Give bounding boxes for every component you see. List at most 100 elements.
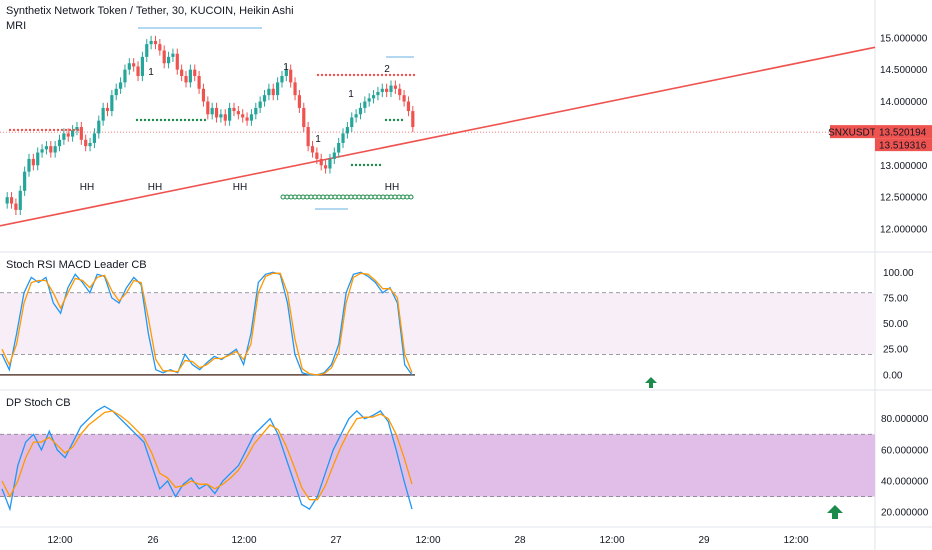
candle-body	[97, 120, 101, 134]
support-dots	[171, 118, 175, 122]
candle-body	[315, 152, 319, 159]
ring-dots	[328, 194, 334, 200]
ring-dots	[360, 194, 366, 200]
candle-body	[184, 76, 188, 83]
candle-body	[188, 69, 192, 83]
support-dots	[191, 118, 195, 122]
candle-body	[62, 133, 66, 140]
candle-body	[402, 95, 406, 102]
ring-dots	[324, 194, 330, 200]
candle-body	[110, 95, 114, 112]
ring-dots	[332, 194, 338, 200]
symbol-tag-label: SNXUSDT	[828, 128, 876, 139]
resistance-dots	[76, 128, 80, 132]
ring-dots	[344, 194, 350, 200]
ring-dots	[392, 194, 398, 200]
candle-body	[258, 101, 262, 108]
support-dots	[175, 118, 179, 122]
resistance-dots	[348, 73, 352, 77]
candle-body	[18, 190, 22, 210]
candle-body	[280, 76, 284, 83]
support-dots	[167, 118, 171, 122]
candle-body	[411, 111, 415, 128]
candle-body	[380, 88, 384, 92]
support-dots	[155, 118, 159, 122]
support-dots	[396, 118, 400, 122]
signal-label: HH	[385, 182, 399, 193]
support-dots	[354, 163, 358, 167]
support-dots	[143, 118, 147, 122]
support-dots	[159, 118, 163, 122]
support-dots	[374, 163, 378, 167]
resistance-dots	[320, 73, 324, 77]
resistance-dots	[36, 128, 40, 132]
candle-body	[171, 53, 175, 57]
candle-body	[193, 69, 197, 77]
resistance-dots	[72, 128, 76, 132]
ring-dots	[296, 194, 302, 200]
price-tick-label: 15.000000	[880, 33, 928, 44]
stoch-rsi-tick-label: 75.00	[883, 293, 908, 304]
resistance-dots	[60, 128, 64, 132]
candle-body	[228, 107, 232, 121]
price-tick-label: 12.000000	[880, 225, 928, 236]
candle-body	[40, 149, 44, 153]
time-tick-label: 12:00	[599, 535, 624, 546]
dp-stoch-tick-label: 20.000000	[881, 508, 929, 519]
resistance-dots	[384, 73, 388, 77]
resistance-dots	[392, 73, 396, 77]
candle-body	[166, 56, 171, 64]
dp-stoch-tick-label: 40.000000	[881, 477, 929, 488]
stoch-rsi-tick-label: 50.00	[883, 319, 908, 330]
candle-body	[158, 44, 162, 51]
candle-body	[175, 53, 179, 70]
candle-body	[53, 146, 57, 153]
stoch-rsi-tick-label: 0.00	[883, 370, 903, 381]
support-dots	[151, 118, 155, 122]
candle-body	[310, 146, 315, 153]
resistance-dots	[368, 73, 372, 77]
dp-stoch-tick-label: 80.000000	[881, 414, 929, 425]
signal-label: 2	[384, 64, 390, 75]
resistance-dots	[8, 128, 12, 132]
support-dots	[183, 118, 187, 122]
resistance-dots	[352, 73, 356, 77]
resistance-dots	[336, 73, 340, 77]
candle-body	[306, 127, 310, 147]
candle-body	[297, 95, 302, 108]
ring-dots	[380, 194, 386, 200]
price-tick-label: 13.000000	[880, 161, 928, 172]
ring-dots	[308, 194, 314, 200]
ring-dots	[316, 194, 322, 200]
candle-body	[118, 82, 123, 89]
candle-body	[66, 133, 70, 137]
resistance-dots	[372, 73, 376, 77]
up-arrow-icon	[827, 505, 843, 519]
candle-body	[337, 142, 341, 153]
ring-dots	[404, 194, 410, 200]
price-tick-label: 12.500000	[880, 193, 928, 204]
time-tick-label: 27	[330, 535, 342, 546]
support-dots	[163, 118, 167, 122]
time-tick-label: 12:00	[47, 535, 72, 546]
candle-body	[197, 76, 201, 89]
dp-stoch-tick-label: 60.000000	[881, 445, 929, 456]
candle-body	[210, 107, 214, 115]
support-dots	[370, 163, 374, 167]
support-dots	[384, 118, 388, 122]
candle-body	[71, 130, 75, 137]
time-tick-label: 28	[514, 535, 526, 546]
ring-dots	[288, 194, 294, 200]
support-dots	[400, 118, 404, 122]
candle-body	[36, 152, 40, 166]
support-dots	[179, 118, 183, 122]
resistance-dots	[16, 128, 20, 132]
dp-stoch-series-line	[1, 410, 413, 501]
candle-body	[140, 56, 144, 77]
support-dots	[366, 163, 370, 167]
ring-dots	[396, 194, 402, 200]
ring-dots	[312, 194, 318, 200]
candle-body	[79, 127, 83, 140]
resistance-dots	[20, 128, 24, 132]
